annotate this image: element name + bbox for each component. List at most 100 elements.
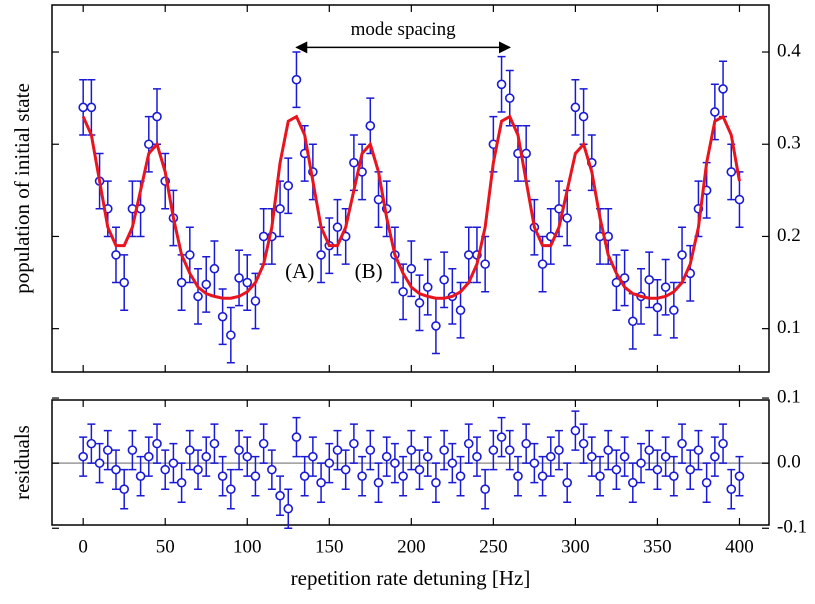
data-point	[242, 451, 253, 462]
data-point	[217, 311, 228, 322]
data-point	[726, 484, 737, 494]
data-point	[677, 438, 687, 449]
data-point	[644, 274, 655, 285]
data-point	[390, 458, 400, 468]
x-tick-label: 250	[479, 536, 508, 557]
data-point	[677, 250, 687, 260]
y-tick-label: 0.0	[777, 452, 801, 473]
data-point	[398, 286, 408, 297]
data-point	[152, 111, 162, 122]
y-tick-label: 0.2	[777, 225, 801, 246]
data-point	[578, 438, 589, 449]
data-point	[94, 458, 105, 468]
data-point	[734, 471, 745, 481]
data-point	[193, 464, 203, 475]
data-point	[537, 259, 548, 269]
plot-frame	[51, 399, 770, 526]
data-point	[693, 445, 704, 455]
data-point	[463, 250, 474, 260]
data-point	[226, 484, 236, 494]
data-point	[275, 490, 285, 501]
data-point	[209, 438, 220, 449]
data-point	[160, 464, 171, 475]
data-point	[734, 194, 745, 205]
data-point	[710, 107, 720, 117]
data-point	[726, 167, 737, 177]
data-point	[373, 194, 384, 205]
data-point	[463, 438, 474, 449]
data-point	[455, 471, 466, 481]
data-point	[628, 316, 638, 327]
data-point	[587, 451, 597, 462]
data-point	[480, 259, 490, 269]
data-point	[316, 250, 326, 260]
data-point	[406, 263, 417, 274]
data-point	[537, 471, 548, 481]
x-tick-label: 100	[233, 536, 262, 557]
data-point	[365, 445, 376, 455]
x-tick-label: 350	[643, 536, 672, 557]
data-point	[701, 477, 712, 488]
data-point	[111, 250, 121, 260]
data-point	[496, 432, 507, 442]
data-point	[176, 477, 187, 488]
data-point	[291, 74, 302, 85]
annotation: (A)	[285, 259, 314, 283]
x-tick-label: 50	[156, 536, 175, 557]
data-point	[185, 250, 195, 260]
data-point	[258, 438, 269, 449]
data-point	[669, 305, 679, 316]
data-point	[628, 477, 638, 488]
data-point	[78, 451, 88, 462]
data-point	[291, 432, 302, 442]
data-point	[324, 458, 335, 468]
data-point	[119, 277, 129, 288]
data-point	[78, 102, 88, 113]
data-point	[488, 445, 499, 455]
data-point	[562, 477, 572, 488]
annotation: mode spacing	[351, 19, 457, 40]
data-point	[439, 445, 449, 455]
data-point	[660, 282, 671, 292]
plot-frame	[51, 4, 770, 373]
x-tick-label: 200	[397, 536, 426, 557]
data-point	[652, 464, 663, 475]
data-point	[529, 458, 540, 468]
y-tick-label: 0.4	[777, 40, 801, 61]
data-point	[652, 302, 663, 313]
data-point	[373, 477, 384, 488]
data-point	[521, 148, 531, 159]
data-point	[611, 464, 622, 475]
data-point	[258, 231, 269, 242]
data-point	[660, 451, 671, 462]
x-tick-label: 400	[725, 536, 754, 557]
data-point	[710, 451, 720, 462]
data-point	[619, 451, 630, 462]
data-point	[201, 451, 212, 462]
data-point	[340, 464, 351, 475]
data-point	[636, 458, 646, 468]
data-point	[168, 458, 179, 468]
data-point	[504, 445, 515, 455]
data-point	[381, 451, 392, 462]
data-point	[455, 305, 466, 316]
data-point	[504, 93, 515, 103]
data-point	[521, 438, 531, 449]
data-point	[250, 296, 261, 306]
y-tick-label: 0.1	[777, 317, 801, 338]
annotation: (B)	[355, 259, 383, 283]
data-point	[414, 464, 425, 475]
data-point	[513, 471, 523, 481]
data-point	[234, 273, 244, 283]
data-point	[201, 279, 212, 290]
data-point	[545, 451, 556, 462]
data-point	[644, 445, 655, 455]
data-point	[209, 263, 220, 274]
data-point	[570, 425, 581, 436]
data-point	[718, 84, 728, 94]
data-point	[234, 445, 244, 455]
data-point	[144, 139, 154, 150]
y-tick-label: -0.1	[777, 517, 807, 538]
data-point	[669, 471, 679, 481]
